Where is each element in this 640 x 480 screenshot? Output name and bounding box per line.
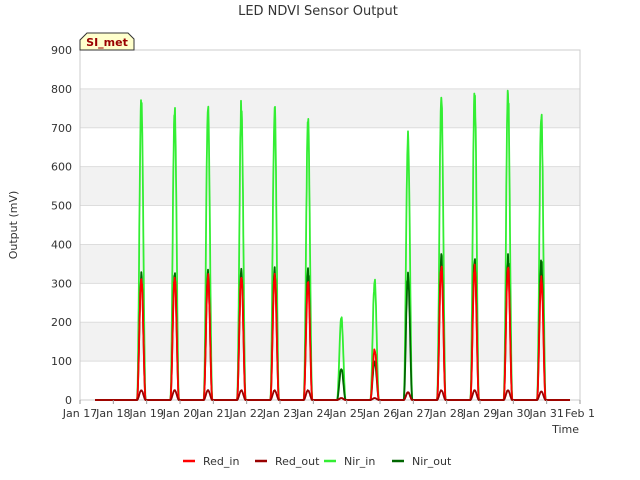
legend-label: Nir_in	[344, 455, 375, 468]
x-tick-label: Jan 17	[62, 407, 97, 420]
y-tick-label: 500	[51, 200, 72, 213]
y-tick-label: 300	[51, 277, 72, 290]
site-badge-label: SI_met	[86, 36, 128, 49]
series-line-red-out	[94, 389, 571, 401]
x-tick-label: Jan 26	[362, 407, 397, 420]
x-tick-label: Jan 19	[128, 407, 163, 420]
y-tick-label: 800	[51, 83, 72, 96]
x-tick-label: Jan 25	[328, 407, 363, 420]
x-tick-label: Jan 30	[495, 407, 530, 420]
y-tick-label: 200	[51, 316, 72, 329]
legend: Red_in Red_out Nir_in Nir_out	[183, 455, 452, 468]
y-tick-label: 900	[51, 44, 72, 57]
x-tick-label: Jan 27	[395, 407, 430, 420]
site-badge: SI_met	[79, 32, 135, 51]
legend-label: Red_in	[203, 455, 239, 468]
legend-label: Nir_out	[412, 455, 452, 468]
x-axis-title: Time	[551, 423, 579, 436]
x-tick-label: Jan 22	[228, 407, 263, 420]
x-tick-label: Jan 24	[295, 407, 330, 420]
y-tick-label: 400	[51, 238, 72, 251]
series-lines	[94, 89, 571, 401]
plot-band	[80, 88, 580, 128]
y-tick-label: 600	[51, 161, 72, 174]
x-tick-label: Jan 31	[528, 407, 563, 420]
x-tick-label: Jan 28	[428, 407, 463, 420]
plot-band	[80, 322, 580, 362]
y-tick-label: 0	[65, 394, 72, 407]
site-badge-shape	[79, 32, 135, 51]
plot-band	[80, 244, 580, 284]
y-axis-ticks: 0 100 200 300 400 500 600 700 800 900	[51, 44, 72, 407]
chart-title: LED NDVI Sensor Output	[238, 4, 398, 19]
x-tick-label: Jan 20	[162, 407, 197, 420]
legend-label: Red_out	[275, 455, 320, 468]
x-tick-label: Feb 1	[565, 407, 595, 420]
y-axis-title: Output (mV)	[7, 191, 20, 260]
y-tick-label: 700	[51, 122, 72, 135]
x-tick-label: Jan 29	[462, 407, 497, 420]
x-tick-label: Jan 23	[262, 407, 297, 420]
plot-band	[80, 166, 580, 206]
plot-background	[80, 50, 580, 400]
x-tick-label: Jan 21	[195, 407, 230, 420]
y-tick-label: 100	[51, 355, 72, 368]
x-tick-label: Jan 18	[95, 407, 130, 420]
